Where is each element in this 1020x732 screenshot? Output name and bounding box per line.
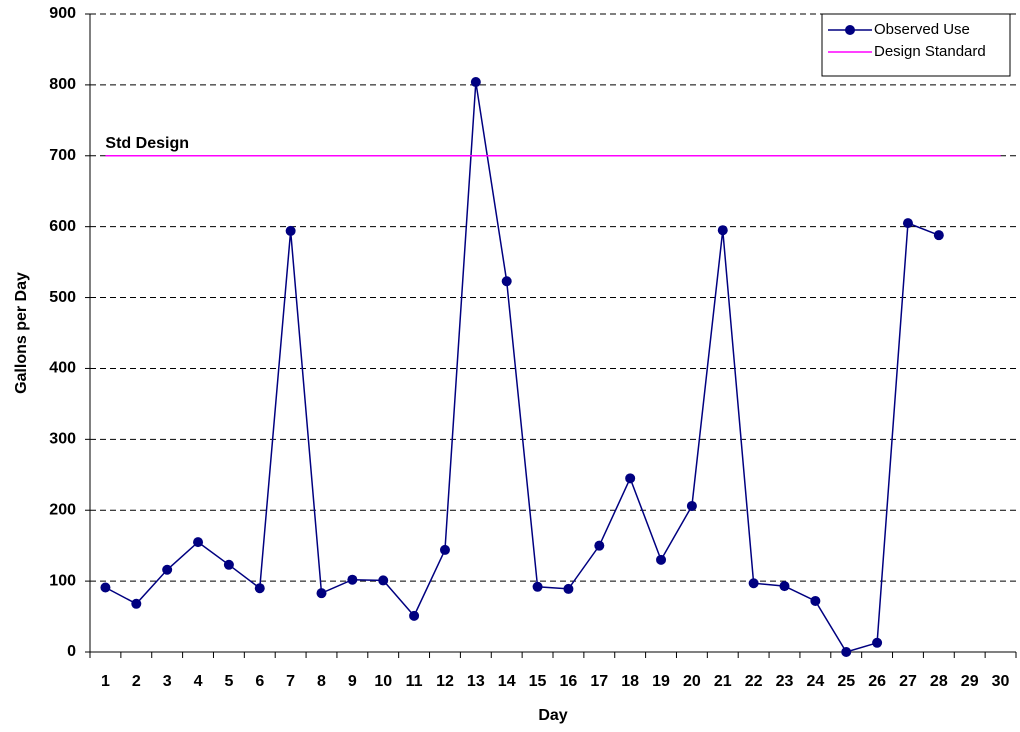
x-tick-label: 12	[436, 673, 454, 690]
x-tick-label: 11	[406, 673, 423, 690]
data-point	[285, 225, 296, 236]
y-tick-label: 200	[49, 501, 76, 518]
x-tick-label: 19	[652, 673, 670, 690]
data-point	[810, 595, 821, 606]
y-tick-label: 300	[49, 431, 76, 448]
x-tick-label: 17	[590, 673, 608, 690]
x-tick-label: 7	[286, 673, 295, 690]
x-tick-label: 25	[837, 673, 855, 690]
data-point	[841, 647, 852, 657]
x-tick-label: 20	[683, 673, 701, 690]
data-point	[193, 537, 204, 548]
data-point	[872, 637, 883, 648]
annotation: Std Design	[105, 135, 189, 152]
x-tick-label: 23	[776, 673, 794, 690]
x-tick-label: 24	[806, 673, 824, 690]
data-point	[902, 218, 913, 229]
x-tick-label: 29	[961, 673, 979, 690]
x-tick-label: 13	[467, 673, 485, 690]
x-tick-label: 1	[101, 673, 110, 690]
x-tick-label: 9	[348, 673, 357, 690]
x-tick-label: 22	[745, 673, 763, 690]
x-tick-label: 10	[374, 673, 392, 690]
y-tick-label: 0	[67, 643, 76, 660]
x-tick-label: 16	[560, 673, 578, 690]
data-point	[316, 588, 327, 599]
legend-marker	[845, 25, 855, 35]
data-point	[378, 575, 389, 586]
data-point	[933, 230, 944, 241]
y-tick-label: 400	[49, 360, 76, 377]
x-tick-label: 8	[317, 673, 326, 690]
x-tick-label: 2	[132, 673, 141, 690]
y-tick-label: 500	[49, 289, 76, 306]
x-tick-label: 27	[899, 673, 917, 690]
data-point	[779, 581, 790, 592]
data-point	[594, 540, 605, 551]
data-point	[748, 578, 759, 589]
data-point	[532, 581, 543, 592]
y-tick-label: 700	[49, 147, 76, 164]
x-axis-label: Day	[538, 707, 567, 724]
data-point	[501, 276, 512, 287]
data-point	[686, 500, 697, 511]
data-point	[409, 610, 420, 621]
y-tick-label: 600	[49, 218, 76, 235]
y-axis-label: Gallons per Day	[13, 272, 30, 394]
y-tick-label: 900	[49, 5, 76, 22]
data-point	[347, 574, 358, 585]
x-tick-label: 5	[224, 673, 233, 690]
x-tick-label: 30	[992, 673, 1010, 690]
data-point	[162, 564, 173, 575]
x-tick-label: 4	[194, 673, 203, 690]
data-point	[470, 77, 481, 88]
x-tick-label: 21	[714, 673, 732, 690]
x-tick-label: 3	[163, 673, 172, 690]
x-tick-label: 18	[621, 673, 639, 690]
data-point	[563, 583, 574, 594]
x-tick-label: 26	[868, 673, 886, 690]
y-tick-label: 100	[49, 572, 76, 589]
series-line	[105, 81, 940, 653]
legend-label: Design Standard	[874, 43, 986, 60]
data-point	[656, 554, 667, 565]
data-point	[439, 544, 450, 555]
x-tick-label: 28	[930, 673, 948, 690]
legend-label: Observed Use	[874, 21, 970, 38]
data-point	[131, 598, 142, 609]
data-point	[223, 559, 234, 570]
x-tick-label: 14	[498, 673, 516, 690]
data-point	[625, 473, 636, 484]
data-point	[254, 583, 265, 594]
legend: Observed Use Design Standard	[821, 13, 1011, 77]
x-tick-label: 15	[529, 673, 547, 690]
x-tick-label: 6	[255, 673, 264, 690]
y-tick-label: 800	[49, 76, 76, 93]
data-point	[717, 225, 728, 236]
legend-box	[821, 13, 1011, 77]
data-point	[100, 582, 111, 593]
